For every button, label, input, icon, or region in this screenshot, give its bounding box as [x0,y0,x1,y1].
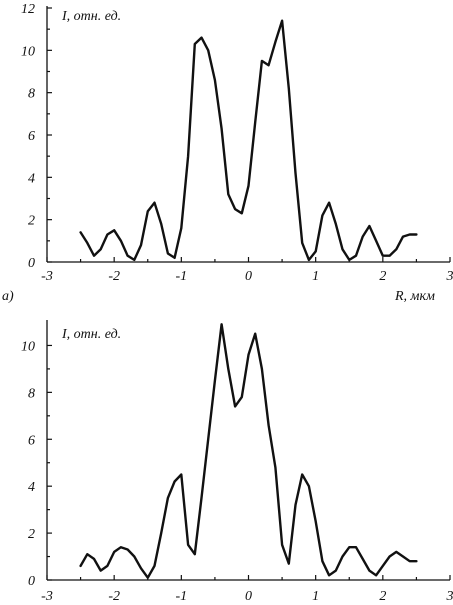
y-axis-label: I, отн. ед. [61,9,121,24]
x-tick-label: -3 [41,589,53,604]
y-tick-label: 0 [28,256,35,271]
y-axis-label: I, отн. ед. [61,327,121,342]
y-tick-label: 6 [28,433,35,448]
y-tick-label: 8 [28,87,35,102]
y-tick-label: 12 [21,2,35,17]
y-tick-label: 10 [21,44,35,59]
x-tick-label: 1 [312,589,319,604]
x-tick-label: 2 [379,589,386,604]
y-tick-label: 2 [28,214,35,229]
x-tick-label: -2 [108,589,120,604]
x-tick-label: -2 [108,269,120,284]
x-tick-label: 0 [245,269,252,284]
y-tick-label: 4 [28,480,35,495]
y-tick-label: 10 [21,339,35,354]
y-tick-label: 0 [28,574,35,589]
x-axis-label: R, мкм [394,289,435,304]
x-tick-label: -1 [175,269,187,284]
x-tick-label: -1 [175,589,187,604]
chart-panel-b: -3 -2 -1 0 1 2 3 0 2 4 6 8 10 I, отн. ед. [21,320,453,604]
panel-label: а) [2,289,14,304]
x-tick-label: 3 [446,269,453,284]
x-tick-label: 0 [245,589,252,604]
x-tick-label: 3 [446,589,453,604]
y-tick-label: 2 [28,527,35,542]
y-tick-label: 4 [28,171,35,186]
series-line [79,19,418,262]
x-tick-label: 2 [379,269,386,284]
y-tick-label: 6 [28,129,35,144]
y-tick-label: 8 [28,386,35,401]
x-tick-label: 1 [312,269,319,284]
x-tick-label: -3 [41,269,53,284]
series-line [79,323,418,579]
